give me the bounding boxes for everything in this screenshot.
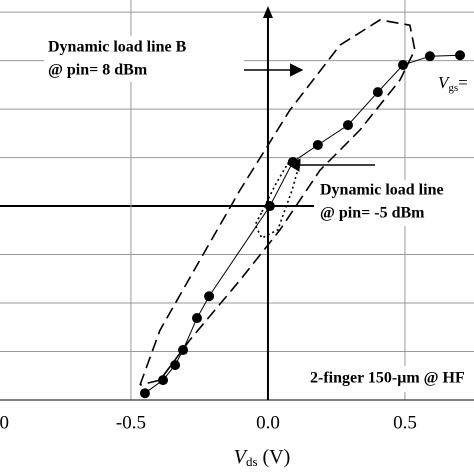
label-bg [314, 180, 474, 226]
series-line [139, 19, 416, 386]
x-tick-label: 0.5 [393, 412, 417, 433]
vgs-label: Vgs= [438, 73, 468, 94]
data-point [342, 120, 353, 131]
annotation: Dynamic load line B [48, 39, 187, 56]
x-label-main: V [234, 446, 249, 468]
annotation: @ pin= 8 dBm [48, 62, 148, 79]
vgs-rest: = [458, 73, 468, 92]
annotation: @ pin= -5 dBm [320, 205, 425, 222]
annotation: Dynamic load line [320, 182, 444, 199]
x-tick-label: 0.0 [256, 412, 280, 433]
data-point [424, 51, 435, 62]
annotation: 2-finger 150-μm @ HF [310, 370, 465, 387]
data-point [191, 313, 202, 324]
data-point [158, 375, 169, 386]
vgs-main: V [438, 73, 451, 92]
y-axis-arrow [262, 6, 273, 18]
data-point [204, 291, 215, 302]
vgs-sub: gs [448, 82, 458, 94]
x-label-unit: (V) [258, 446, 291, 468]
data-point [398, 59, 409, 70]
data-point [312, 139, 323, 150]
x-label-sub: ds [246, 454, 258, 469]
marks [139, 19, 466, 399]
arrow [286, 158, 301, 172]
data-point [264, 201, 275, 212]
label-bg [306, 366, 474, 392]
data-point [372, 87, 383, 98]
x-tick-label: -0.5 [116, 412, 146, 433]
series-line [254, 159, 302, 240]
data-point [455, 50, 466, 61]
data-point [170, 360, 181, 371]
x-tick-label: -1.0 [0, 412, 9, 433]
x-axis-label: Vds (V) [234, 446, 291, 469]
data-point [139, 388, 150, 399]
label-bg [44, 36, 244, 82]
